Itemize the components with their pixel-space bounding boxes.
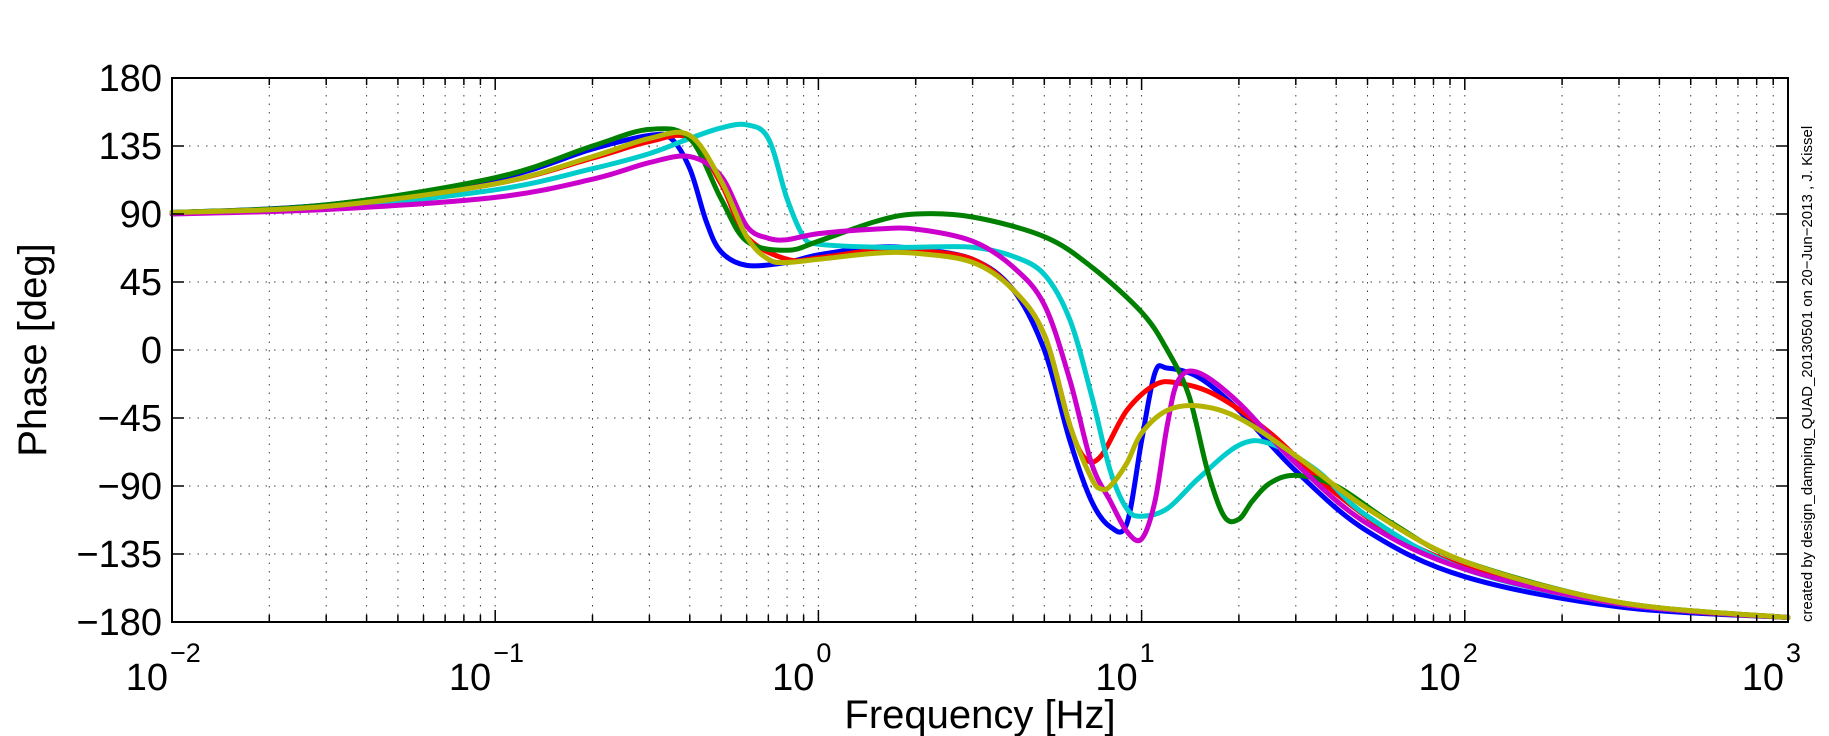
- x-tick-label: 100: [772, 638, 831, 699]
- x-tick-label: 10−1: [449, 638, 524, 699]
- axis-ticks: [172, 77, 1788, 623]
- series-line-5: [169, 153, 1791, 620]
- x-tick-label-base: 10: [1419, 657, 1461, 699]
- series-line-2: [169, 132, 1791, 620]
- tick-labels: 18013590450−45−90−135−18010−210−11001011…: [76, 58, 1801, 699]
- y-tick-label: 45: [120, 262, 162, 304]
- y-tick-label: 180: [99, 58, 162, 100]
- x-tick-label-base: 10: [126, 657, 168, 699]
- x-tick-label-exponent: −1: [493, 638, 524, 668]
- x-tick-label: 10−2: [126, 638, 201, 699]
- y-tick-label: −45: [98, 398, 162, 440]
- y-tick-label: 135: [99, 126, 162, 168]
- x-tick-label-exponent: 2: [1463, 638, 1478, 668]
- x-tick-label-base: 10: [772, 657, 814, 699]
- y-tick-label: 90: [120, 194, 162, 236]
- series-line-6: [169, 129, 1791, 620]
- x-tick-label: 103: [1742, 638, 1801, 699]
- y-tick-label: −180: [76, 602, 162, 644]
- x-tick-label-base: 10: [1742, 657, 1784, 699]
- x-tick-label-exponent: 3: [1786, 638, 1801, 668]
- x-tick-label-exponent: 0: [816, 638, 831, 668]
- x-tick-label-exponent: −2: [170, 638, 201, 668]
- x-tick-label-exponent: 1: [1140, 638, 1155, 668]
- x-tick-label-base: 10: [1095, 657, 1137, 699]
- x-tick-label-base: 10: [449, 657, 491, 699]
- y-tick-label: −90: [98, 466, 162, 508]
- x-tick-label: 101: [1095, 638, 1154, 699]
- y-tick-label: 0: [141, 330, 162, 372]
- y-axis-title: Phase [deg]: [11, 243, 55, 457]
- series-lines: [169, 121, 1791, 620]
- x-tick-label: 102: [1419, 638, 1478, 699]
- creator-annotation: created by design_damping_QUAD_20130501 …: [1799, 126, 1816, 622]
- y-tick-label: −135: [76, 534, 162, 576]
- grid: [172, 78, 1788, 622]
- x-axis-title: Frequency [Hz]: [844, 693, 1115, 736]
